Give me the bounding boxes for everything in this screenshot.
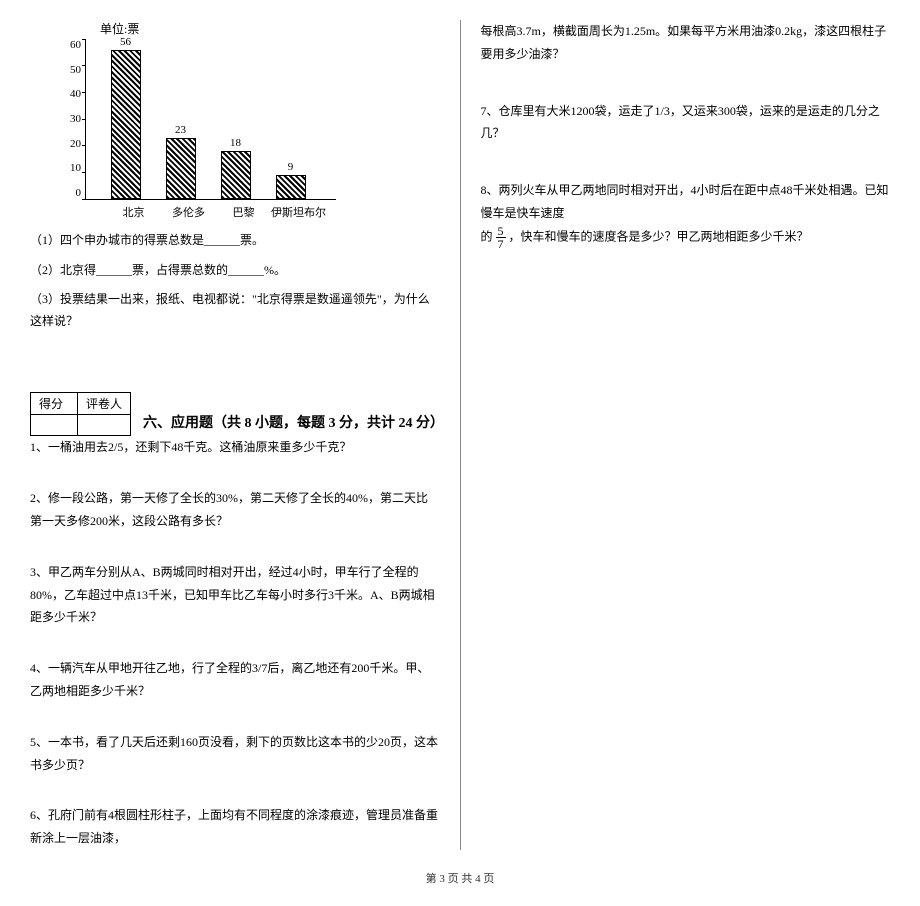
chart-unit-label: 单位:票 [100, 20, 440, 37]
section-6-title: 六、应用题（共 8 小题，每题 3 分，共计 24 分） [143, 412, 439, 432]
chart-plot: 5623189 [85, 39, 336, 200]
column-divider [460, 20, 461, 850]
problem-1: 1、一桶油用去2/5，还剩下48千克。这桶油原来重多少千克？ [30, 436, 440, 459]
bar-北京: 56 [98, 36, 153, 199]
chart-question-2: （2）北京得______票，占得票总数的______%。 [30, 260, 440, 282]
problem-8-part-a: 8、两列火车从甲乙两地同时相对开出，4小时后在距中点48千米处相遇。已知慢车是快… [481, 183, 889, 220]
bar-多伦多: 23 [153, 124, 208, 199]
bar-巴黎: 18 [208, 137, 263, 199]
problem-5: 5、一本书，看了几天后还剩160页没看，剩下的页数比这本书的少20页，这本书多少… [30, 731, 440, 777]
problem-3: 3、甲乙两车分别从A、B两城同时相对开出，经过4小时，甲车行了全程的80%，乙车… [30, 561, 440, 629]
problem-8-part-b: ，快车和慢车的速度各是多少？甲乙两地相距多少千米？ [509, 229, 809, 243]
problem-8-prefix: 的 [481, 229, 493, 243]
grader-cell [78, 415, 131, 436]
problem-7: 7、仓库里有大米1200袋，运走了1/3，又运来300袋，运来的是运走的几分之几… [481, 100, 891, 146]
grader-header: 评卷人 [78, 393, 131, 415]
problem-6b: 每根高3.7m，横截面周长为1.25m。如果每平方米用油漆0.2kg，漆这四根柱… [481, 20, 891, 66]
chart-question-3: （3）投票结果一出来，报纸、电视都说："北京得票是数遥遥领先"，为什么这样说？ [30, 289, 440, 332]
bar-伊斯坦布尔: 9 [263, 161, 318, 199]
problem-8: 8、两列火车从甲乙两地同时相对开出，4小时后在距中点48千米处相遇。已知慢车是快… [481, 179, 891, 250]
score-header: 得分 [31, 393, 78, 415]
score-cell [31, 415, 78, 436]
vote-bar-chart: 单位:票 6050403020100 5623189 北京多伦多巴黎伊斯坦布尔 [70, 20, 440, 220]
problem-4: 4、一辆汽车从甲地开往乙地，行了全程的3/7后，离乙地还有200千米。甲、乙两地… [30, 657, 440, 703]
fraction-5-7: 5 7 [496, 225, 506, 250]
chart-question-1: （1）四个申办城市的得票总数是______票。 [30, 230, 440, 252]
page-footer: 第 3 页 共 4 页 [30, 870, 890, 886]
score-table: 得分 评卷人 [30, 392, 131, 436]
problem-6a: 6、孔府门前有4根圆柱形柱子，上面均有不同程度的涂漆痕迹，管理员准备重新涂上一层… [30, 804, 440, 850]
problem-2: 2、修一段公路，第一天修了全长的30%，第二天修了全长的40%，第二天比第一天多… [30, 487, 440, 533]
x-axis-labels: 北京多伦多巴黎伊斯坦布尔 [94, 200, 440, 220]
